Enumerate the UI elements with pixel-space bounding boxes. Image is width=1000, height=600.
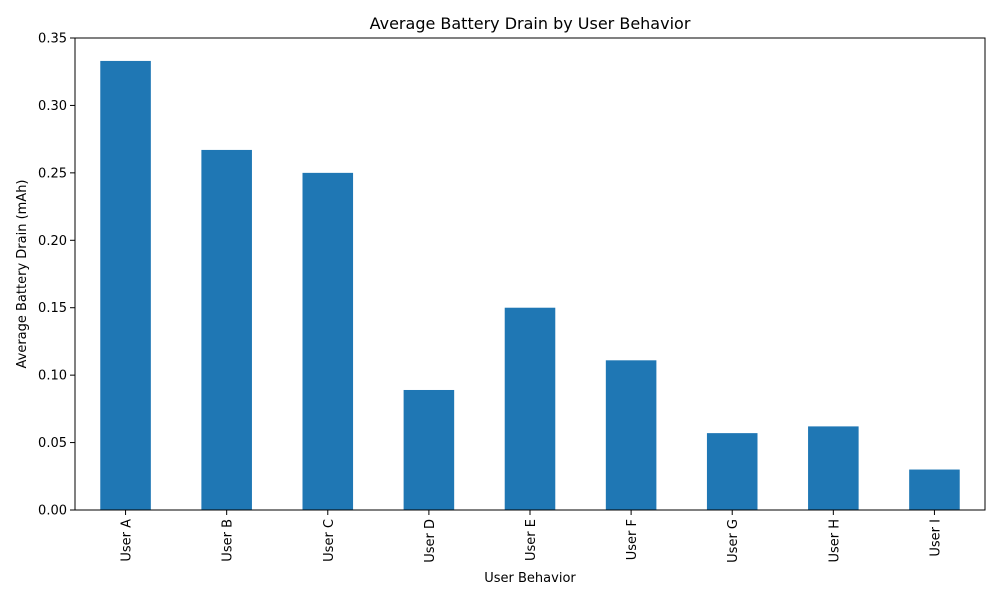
bars-group: [100, 60, 960, 511]
y-tick-label: 0.20: [38, 234, 67, 249]
bar-user-f: [605, 360, 657, 510]
bar-user-c: [302, 172, 354, 511]
bar-user-h: [808, 426, 859, 510]
y-tick-label: 0.00: [38, 504, 67, 519]
x-tick-label: User I: [928, 519, 943, 557]
x-tick-label: User A: [120, 519, 135, 562]
x-tick-label: User D: [423, 519, 438, 563]
y-tick-label: 0.25: [38, 166, 67, 181]
x-axis-title: User Behavior: [484, 571, 576, 586]
x-tick-label: User C: [322, 519, 337, 562]
y-tick-label: 0.30: [38, 99, 67, 114]
bar-user-a: [100, 60, 151, 511]
y-axis-ticks: 0.00 0.05 0.10 0.15 0.20 0.25 0.30 0.35: [38, 32, 75, 519]
y-axis-title: Average Battery Drain (mAh): [15, 179, 30, 368]
bar-user-e: [504, 307, 556, 510]
y-tick-label: 0.15: [38, 301, 67, 316]
x-tick-label: User E: [524, 519, 539, 561]
bar-user-g: [706, 433, 758, 510]
y-tick-label: 0.05: [38, 436, 67, 451]
bar-user-b: [201, 149, 252, 510]
chart-title: Average Battery Drain by User Behavior: [370, 14, 691, 33]
x-tick-label: User H: [827, 519, 842, 563]
bar-user-d: [403, 389, 455, 510]
x-tick-label: User G: [726, 519, 741, 563]
plot-frame: [74, 37, 986, 511]
y-tick-label: 0.35: [38, 32, 67, 47]
x-axis-ticks: User A User B User C User D User E User F User…: [120, 510, 943, 563]
bar-user-i: [909, 469, 960, 510]
y-tick-label: 0.10: [38, 369, 67, 384]
x-tick-label: User F: [625, 519, 640, 560]
x-tick-label: User B: [221, 519, 236, 562]
